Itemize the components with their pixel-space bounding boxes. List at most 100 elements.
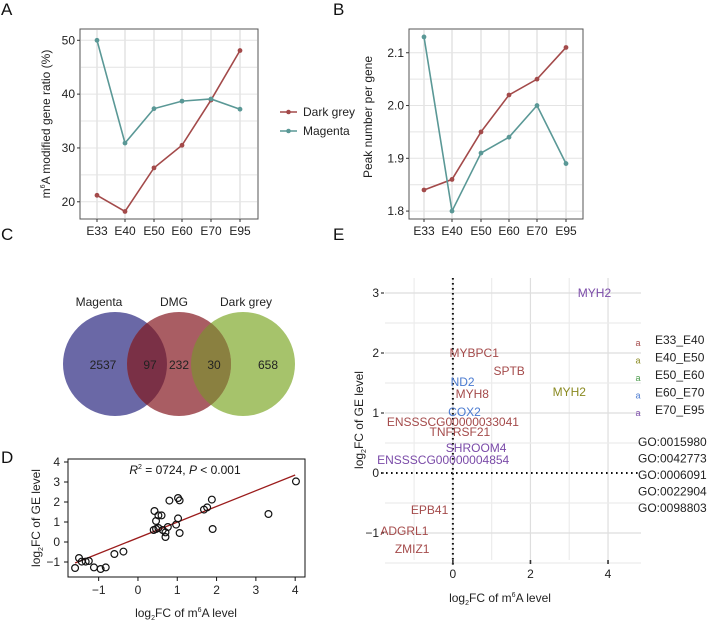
scatter-point (163, 522, 172, 531)
x-tick-label: 3 (253, 583, 260, 597)
gene-label: ENSSSCG00000033041 (387, 415, 519, 429)
venn-set-label-dmg: DMG (160, 295, 188, 309)
scatter-point (203, 503, 212, 512)
go-term-label: GO:0015980 (638, 435, 707, 449)
scatter-point (161, 532, 170, 541)
chart-a-plot-area (79, 28, 259, 220)
chart-d-fit (74, 474, 296, 564)
gene-label: SHROOM4 (446, 441, 507, 455)
chart-e-xlabel: log2FC of m6A level (449, 591, 551, 607)
chart-b-series (421, 34, 569, 214)
chart-b-ticks: 1.8 1.9 2.0 2.1 E33 E40 E50 E60 E70 E95 (387, 46, 577, 238)
x-tick-label: E33 (413, 224, 435, 238)
data-point-dark-grey (449, 177, 455, 182)
y-tick-label: 20 (62, 195, 76, 209)
y-tick-label: 0 (372, 466, 379, 480)
legend-dark-grey-label: Dark grey (303, 105, 355, 119)
legend-magenta-label: Magenta (303, 124, 350, 138)
scatter-point (207, 495, 216, 504)
y-tick-label: 0 (53, 535, 60, 549)
data-point-magenta (151, 106, 157, 112)
venn-count-dmg-only: 232 (169, 358, 189, 372)
y-tick-label: 1 (53, 515, 60, 529)
panel-label-c: C (1, 225, 14, 244)
x-tick-label: E95 (229, 224, 251, 238)
gene-label: SPTB (493, 364, 524, 378)
data-point-dark-grey (122, 209, 128, 214)
chart-d: −1 0 1 2 3 4 −1 0 1 2 3 4 R2 = 0724, P < 0.001 log2… (29, 455, 306, 622)
data-point-magenta (237, 106, 243, 112)
venn-count-dark-grey-only: 658 (258, 358, 278, 372)
data-point-dark-grey (478, 129, 484, 135)
venn-overlap-dmg-dark-grey (191, 312, 231, 416)
chart-d-annotation: R2 = 0724, P < 0.001 (129, 463, 241, 477)
data-point-dark-grey (237, 48, 243, 53)
chart-b: 1.8 1.9 2.0 2.1 E33 E40 E50 E60 E70 E95 Peak numb… (361, 28, 584, 238)
scatter-point (154, 523, 163, 532)
go-term-label: GO:0006091 (638, 468, 707, 482)
data-point-magenta (478, 150, 484, 156)
data-point-magenta (506, 134, 512, 140)
y-tick-label: 4 (53, 455, 60, 469)
legend-magenta-marker (286, 128, 291, 134)
data-point-magenta (449, 208, 455, 214)
x-tick-label: E95 (555, 224, 577, 238)
chart-e-go-terms: GO:0015980 GO:0042773 GO:0006091 GO:0022904… (638, 435, 707, 515)
panel-label-d: D (1, 448, 14, 467)
data-point-magenta (94, 37, 100, 43)
x-tick-label: E33 (86, 224, 108, 238)
scatter-point (157, 511, 166, 520)
panel-label-a: A (1, 0, 13, 19)
chart-e-ticks: −1 0 1 2 3 0 2 4 (365, 286, 611, 581)
data-point-magenta (534, 103, 540, 108)
gene-label: ND2 (451, 375, 475, 389)
y-tick-label: 50 (62, 33, 76, 47)
x-tick-label: 2 (527, 567, 534, 581)
data-point-dark-grey (534, 76, 540, 82)
chart-d-ticks: −1 0 1 2 3 4 −1 0 1 2 3 4 (46, 455, 299, 597)
legend-entry-label: E70_E95 (655, 403, 705, 417)
scatter-point (81, 557, 90, 566)
legend-dark-grey-marker (286, 109, 291, 115)
venn-set-label-magenta: Magenta (76, 295, 123, 309)
legend-key-icon: a (635, 338, 640, 348)
scatter-point (154, 511, 163, 520)
y-tick-label: −1 (365, 526, 379, 540)
gene-label: ADGRL1 (380, 524, 428, 538)
x-tick-label: E70 (200, 224, 222, 238)
x-tick-label: 1 (174, 583, 181, 597)
y-tick-label: 2.0 (387, 99, 404, 113)
scatter-point (291, 477, 300, 486)
legend-entry-label: E60_E70 (655, 386, 705, 400)
x-tick-label: 0 (135, 583, 142, 597)
gene-label: ENSSSCG00000004854 (377, 453, 509, 467)
chart-a-grid (81, 30, 257, 218)
scatter-point (119, 547, 128, 556)
data-point-magenta (122, 140, 128, 146)
scatter-point (96, 564, 105, 573)
chart-a-legend: Dark grey Magenta (280, 105, 355, 138)
y-tick-label: 3 (53, 475, 60, 489)
panel-label-e: E (333, 225, 345, 244)
data-point-dark-grey (421, 187, 427, 193)
x-tick-label: E50 (143, 224, 165, 238)
gene-label: COX2 (448, 405, 481, 419)
gene-label: EPB41 (411, 503, 449, 517)
y-tick-label: 2 (372, 346, 379, 360)
scatter-point (264, 510, 273, 519)
chart-d-points (71, 477, 300, 573)
scatter-point (174, 514, 183, 523)
scatter-point (84, 556, 93, 565)
data-point-magenta (563, 161, 569, 166)
x-tick-label: 0 (450, 567, 457, 581)
x-tick-label: 2 (213, 583, 220, 597)
y-tick-label: 2 (53, 495, 60, 509)
x-tick-label: E50 (470, 224, 492, 238)
chart-e-reference-lines (381, 278, 641, 566)
scatter-point (71, 563, 80, 572)
legend-key-icon: a (635, 391, 640, 401)
data-point-magenta (179, 98, 185, 104)
series-line-magenta (96, 40, 241, 145)
